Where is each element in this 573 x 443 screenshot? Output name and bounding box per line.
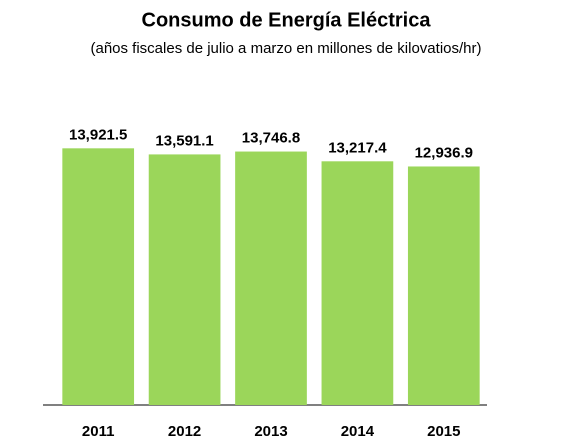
data-label: 13,746.8 <box>242 130 300 147</box>
x-tick-label: 2012 <box>168 423 201 440</box>
data-label: 12,936.9 <box>415 144 473 161</box>
bar <box>235 151 307 405</box>
bar <box>407 166 480 405</box>
data-label: 13,921.5 <box>69 126 127 143</box>
bar <box>321 161 394 405</box>
x-tick-label: 2013 <box>254 423 287 440</box>
x-tick-label: 2011 <box>82 423 115 440</box>
bar <box>62 148 135 406</box>
x-tick-label: 2015 <box>427 423 460 440</box>
data-label: 13,591.1 <box>155 132 213 149</box>
x-tick-label: 2014 <box>341 423 375 440</box>
chart-subtitle: (años fiscales de julio a marzo en millo… <box>90 40 481 57</box>
data-label: 13,217.4 <box>328 139 387 156</box>
chart-title: Consumo de Energía Eléctrica <box>142 9 432 31</box>
bar <box>148 154 221 405</box>
